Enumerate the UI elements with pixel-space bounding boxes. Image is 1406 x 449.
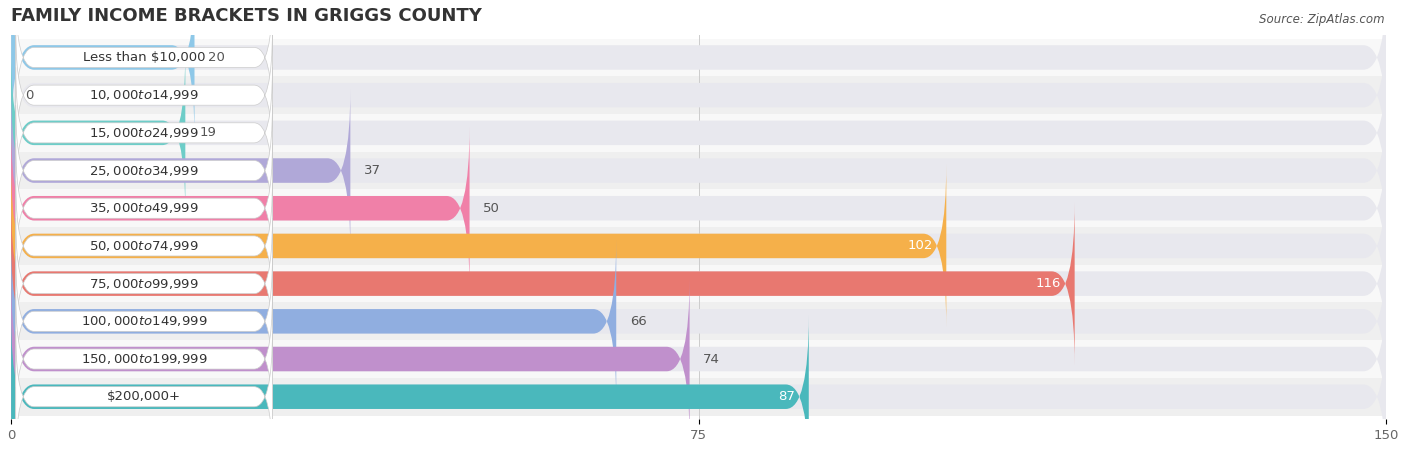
Text: 116: 116 xyxy=(1036,277,1062,290)
Text: $100,000 to $149,999: $100,000 to $149,999 xyxy=(80,314,207,328)
Text: $50,000 to $74,999: $50,000 to $74,999 xyxy=(89,239,198,253)
Bar xyxy=(11,39,1386,76)
FancyBboxPatch shape xyxy=(15,105,273,236)
FancyBboxPatch shape xyxy=(11,126,1386,290)
FancyBboxPatch shape xyxy=(11,0,194,140)
FancyBboxPatch shape xyxy=(11,202,1074,365)
Text: 66: 66 xyxy=(630,315,647,328)
Text: 87: 87 xyxy=(778,390,794,403)
FancyBboxPatch shape xyxy=(15,256,273,387)
FancyBboxPatch shape xyxy=(11,13,1386,177)
FancyBboxPatch shape xyxy=(11,239,1386,403)
FancyBboxPatch shape xyxy=(15,30,273,160)
Text: 0: 0 xyxy=(25,88,34,101)
FancyBboxPatch shape xyxy=(11,51,1386,215)
Text: 37: 37 xyxy=(364,164,381,177)
Text: Source: ZipAtlas.com: Source: ZipAtlas.com xyxy=(1260,13,1385,26)
Text: $200,000+: $200,000+ xyxy=(107,390,181,403)
FancyBboxPatch shape xyxy=(11,277,1386,441)
Text: $15,000 to $24,999: $15,000 to $24,999 xyxy=(89,126,198,140)
Bar xyxy=(11,76,1386,114)
Text: $25,000 to $34,999: $25,000 to $34,999 xyxy=(89,163,198,177)
FancyBboxPatch shape xyxy=(11,277,689,441)
FancyBboxPatch shape xyxy=(11,0,1386,140)
FancyBboxPatch shape xyxy=(15,218,273,349)
FancyBboxPatch shape xyxy=(15,67,273,198)
Text: $75,000 to $99,999: $75,000 to $99,999 xyxy=(89,277,198,291)
Bar xyxy=(11,378,1386,416)
Text: $10,000 to $14,999: $10,000 to $14,999 xyxy=(89,88,198,102)
FancyBboxPatch shape xyxy=(11,315,808,449)
FancyBboxPatch shape xyxy=(11,164,1386,328)
Bar xyxy=(11,189,1386,227)
Text: $35,000 to $49,999: $35,000 to $49,999 xyxy=(89,201,198,215)
Text: 19: 19 xyxy=(200,126,217,139)
FancyBboxPatch shape xyxy=(15,0,273,123)
Text: 102: 102 xyxy=(907,239,932,252)
Text: $150,000 to $199,999: $150,000 to $199,999 xyxy=(80,352,207,366)
FancyBboxPatch shape xyxy=(11,315,1386,449)
FancyBboxPatch shape xyxy=(11,239,616,403)
FancyBboxPatch shape xyxy=(11,88,1386,252)
FancyBboxPatch shape xyxy=(11,51,186,215)
FancyBboxPatch shape xyxy=(15,143,273,273)
FancyBboxPatch shape xyxy=(15,180,273,311)
FancyBboxPatch shape xyxy=(15,294,273,424)
FancyBboxPatch shape xyxy=(11,164,946,328)
Bar xyxy=(11,265,1386,303)
Bar xyxy=(11,303,1386,340)
FancyBboxPatch shape xyxy=(11,202,1386,365)
Bar xyxy=(11,114,1386,152)
Text: Less than $10,000: Less than $10,000 xyxy=(83,51,205,64)
Bar xyxy=(11,227,1386,265)
Text: 50: 50 xyxy=(484,202,501,215)
FancyBboxPatch shape xyxy=(15,331,273,449)
Text: 20: 20 xyxy=(208,51,225,64)
Text: 74: 74 xyxy=(703,352,720,365)
Bar xyxy=(11,340,1386,378)
FancyBboxPatch shape xyxy=(11,126,470,290)
Text: FAMILY INCOME BRACKETS IN GRIGGS COUNTY: FAMILY INCOME BRACKETS IN GRIGGS COUNTY xyxy=(11,7,482,25)
FancyBboxPatch shape xyxy=(11,88,350,252)
Bar xyxy=(11,152,1386,189)
